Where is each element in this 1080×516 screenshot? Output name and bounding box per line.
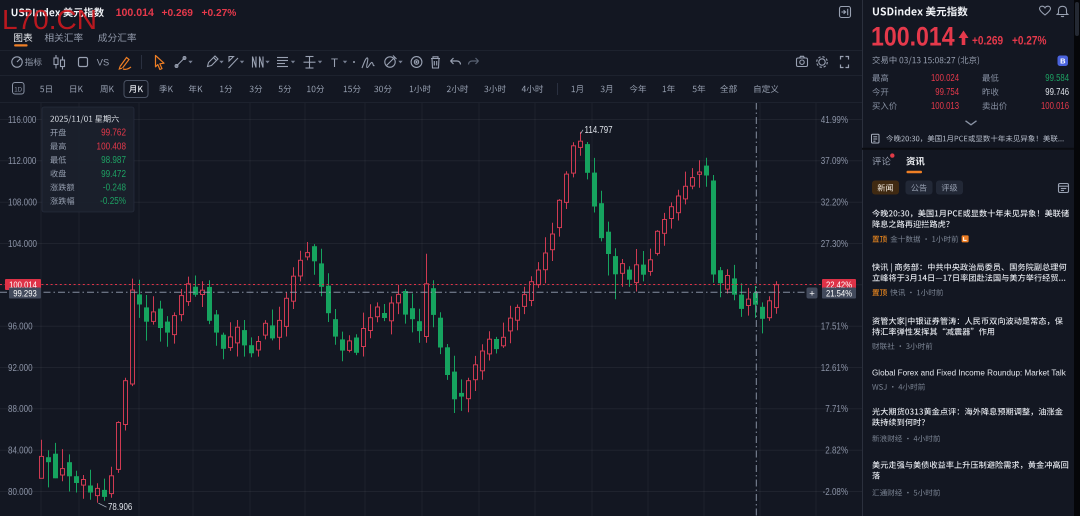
svg-text:100.016: 100.016	[1041, 100, 1069, 111]
svg-text:99.293: 99.293	[13, 288, 37, 299]
svg-text:116.000: 116.000	[8, 114, 36, 125]
svg-text:100.014: 100.014	[871, 22, 955, 52]
svg-text:22.42%: 22.42%	[826, 279, 852, 290]
svg-text:98.987: 98.987	[101, 154, 126, 165]
svg-text:100.013: 100.013	[931, 100, 959, 111]
svg-text:32.20%: 32.20%	[821, 197, 848, 208]
svg-text:99.472: 99.472	[101, 168, 126, 179]
svg-text:84.000: 84.000	[8, 445, 33, 456]
svg-text:-0.25%: -0.25%	[100, 195, 126, 206]
svg-text:100.014: 100.014	[116, 7, 154, 19]
svg-text:-2.08%: -2.08%	[823, 486, 848, 497]
svg-text:27.30%: 27.30%	[821, 238, 848, 249]
svg-text:92.000: 92.000	[8, 362, 33, 373]
svg-text:7.71%: 7.71%	[825, 403, 848, 414]
svg-text:112.000: 112.000	[8, 155, 36, 166]
svg-text:2.82%: 2.82%	[825, 445, 848, 456]
svg-text:99.584: 99.584	[1045, 72, 1069, 83]
svg-text:108.000: 108.000	[8, 197, 37, 208]
svg-text:99.754: 99.754	[935, 86, 959, 97]
svg-text:+: +	[809, 288, 815, 299]
svg-text:VS: VS	[97, 57, 109, 67]
svg-text:99.762: 99.762	[101, 127, 126, 138]
svg-text:Global Forex and Fixed Income: Global Forex and Fixed Income Roundup: M…	[872, 369, 1067, 378]
svg-text:-0.248: -0.248	[103, 182, 126, 193]
svg-text:12.61%: 12.61%	[821, 362, 848, 373]
svg-text:L70.CN: L70.CN	[2, 4, 97, 35]
svg-text:114.797: 114.797	[585, 124, 613, 135]
svg-text:78.906: 78.906	[108, 501, 132, 512]
svg-text:100.024: 100.024	[931, 72, 959, 83]
svg-text:104.000: 104.000	[8, 238, 37, 249]
svg-text:17.51%: 17.51%	[821, 321, 848, 332]
svg-text:+0.27%: +0.27%	[1012, 35, 1047, 48]
svg-text:80.000: 80.000	[8, 486, 33, 497]
svg-text:B: B	[1060, 57, 1066, 66]
svg-text:1D: 1D	[14, 87, 22, 94]
svg-text:100.408: 100.408	[97, 141, 126, 152]
svg-text:21.54%: 21.54%	[826, 288, 852, 299]
svg-text:88.000: 88.000	[8, 403, 33, 414]
svg-text:+0.269: +0.269	[162, 8, 194, 19]
svg-text:+0.27%: +0.27%	[202, 8, 237, 19]
svg-text:96.000: 96.000	[8, 321, 33, 332]
svg-text:41.99%: 41.99%	[821, 114, 848, 125]
svg-text:37.09%: 37.09%	[821, 155, 848, 166]
svg-text:99.746: 99.746	[1045, 86, 1069, 97]
svg-text:+0.269: +0.269	[972, 35, 1003, 48]
svg-text:100.014: 100.014	[9, 279, 37, 290]
svg-text:T: T	[331, 58, 338, 70]
